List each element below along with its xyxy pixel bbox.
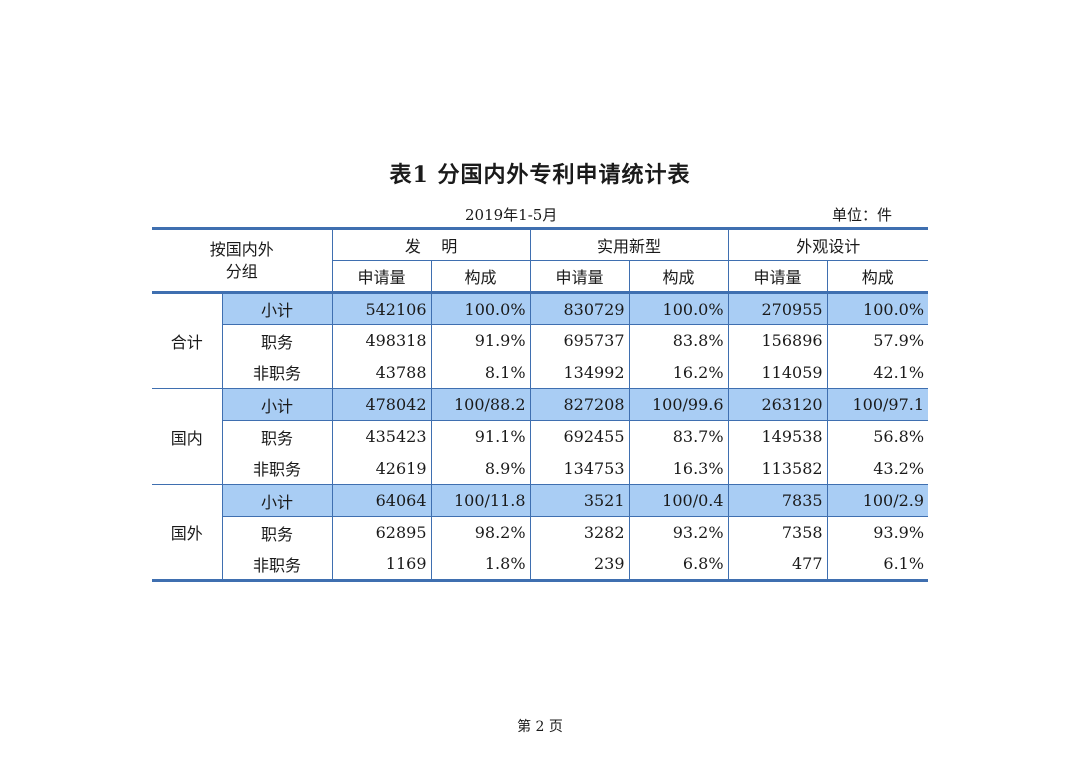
header-design: 外观设计	[727, 227, 929, 261]
share-cell: 100.0%	[430, 291, 531, 325]
category-label: 职务	[222, 324, 333, 357]
share-cell: 98.2%	[430, 516, 531, 549]
category-label: 职务	[222, 516, 333, 549]
share-cell: 8.1%	[430, 356, 531, 389]
count-cell: 134992	[529, 356, 630, 389]
share-cell: 6.8%	[628, 548, 729, 582]
category-label: 非职务	[222, 356, 333, 389]
count-cell: 1169	[331, 548, 432, 582]
count-cell: 498318	[331, 324, 432, 357]
count-cell: 692455	[529, 420, 630, 453]
share-cell: 91.1%	[430, 420, 531, 453]
share-cell: 83.7%	[628, 420, 729, 453]
header-row-2: 申请量 构成 申请量 构成 申请量 构成	[152, 260, 929, 293]
share-cell: 100/99.6	[628, 388, 729, 421]
table-row: 职务 498318 91.9% 695737 83.8% 156896 57.9%	[152, 324, 929, 357]
count-cell: 695737	[529, 324, 630, 357]
header-count: 申请量	[332, 260, 432, 293]
group-label: 合计	[152, 291, 223, 389]
share-cell: 100/0.4	[628, 484, 729, 517]
count-cell: 827208	[529, 388, 630, 421]
share-cell: 42.1%	[826, 356, 929, 389]
count-cell: 435423	[331, 420, 432, 453]
category-label: 小计	[221, 388, 333, 421]
header-invention: 发 明	[331, 227, 531, 261]
category-label: 非职务	[222, 548, 333, 582]
table-body: 按国内外 分组 发 明 实用新型 外观设计 申请量 构成 申请量 构成 申请量 …	[152, 227, 929, 582]
page-number: 第 2 页	[517, 719, 563, 735]
share-cell: 57.9%	[826, 324, 929, 357]
header-count: 申请量	[529, 260, 630, 293]
category-label: 非职务	[222, 452, 333, 485]
count-cell: 7835	[727, 484, 828, 517]
table-title: 表1 分国内外专利申请统计表	[389, 162, 691, 188]
count-cell: 830729	[529, 291, 630, 325]
date-range: 2019年1-5月	[465, 206, 558, 224]
share-cell: 100/2.9	[826, 484, 929, 517]
count-cell: 42619	[331, 452, 432, 485]
category-label: 小计	[221, 291, 333, 325]
table-row: 国外 小计 64064 100/11.8 3521 100/0.4 7835 100/2.9	[152, 484, 929, 582]
count-cell: 113582	[727, 452, 828, 485]
category-label: 职务	[222, 420, 333, 453]
share-cell: 56.8%	[826, 420, 929, 453]
table-row: 职务 62895 98.2% 3282 93.2% 7358 93.9%	[152, 516, 929, 549]
share-cell: 1.8%	[430, 548, 531, 582]
share-cell: 93.2%	[628, 516, 729, 549]
share-cell: 16.2%	[628, 356, 729, 389]
share-cell: 100/11.8	[430, 484, 531, 517]
share-cell: 6.1%	[826, 548, 929, 582]
share-cell: 8.9%	[430, 452, 531, 485]
table-row: 职务 435423 91.1% 692455 83.7% 149538 56.8%	[152, 420, 929, 453]
corner-header: 按国内外 分组	[152, 227, 333, 293]
share-cell: 100/88.2	[430, 388, 531, 421]
count-cell: 149538	[727, 420, 828, 453]
count-cell: 3521	[529, 484, 630, 517]
header-count: 申请量	[727, 260, 828, 293]
count-cell: 477	[727, 548, 828, 582]
patent-stats-table: 按国内外 分组 发 明 实用新型 外观设计 申请量 构成 申请量 构成 申请量 …	[152, 227, 929, 582]
count-cell: 114059	[727, 356, 828, 389]
count-cell: 7358	[727, 516, 828, 549]
table-row: 非职务 43788 8.1% 134992 16.2% 114059 42.1%	[152, 356, 929, 389]
header-share: 构成	[826, 260, 929, 293]
header-share: 构成	[628, 260, 729, 293]
group-label: 国外	[152, 484, 223, 582]
table-row: 国内 小计 478042 100/88.2 827208 100/99.6 263120 10…	[152, 388, 929, 485]
header-row-1: 按国内外 分组 发 明 实用新型 外观设计	[152, 227, 929, 293]
table-row: 非职务 1169 1.8% 239 6.8% 477 6.1%	[152, 548, 929, 582]
share-cell: 43.2%	[826, 452, 929, 485]
share-cell: 91.9%	[430, 324, 531, 357]
table-row: 非职务 42619 8.9% 134753 16.3% 113582 43.2%	[152, 452, 929, 485]
category-label: 小计	[221, 484, 333, 517]
count-cell: 3282	[529, 516, 630, 549]
share-cell: 83.8%	[628, 324, 729, 357]
header-utility: 实用新型	[529, 227, 729, 261]
share-cell: 100/97.1	[826, 388, 929, 421]
corner-header-line2: 分组	[225, 261, 258, 281]
count-cell: 64064	[331, 484, 432, 517]
count-cell: 263120	[727, 388, 828, 421]
share-cell: 93.9%	[826, 516, 929, 549]
group-label: 国内	[152, 388, 223, 485]
table-row: 合计 小计 542106 100.0% 830729 100.0% 270955 100.0%	[152, 291, 929, 389]
count-cell: 478042	[331, 388, 432, 421]
count-cell: 43788	[331, 356, 432, 389]
corner-header-line1: 按国内外	[209, 239, 274, 259]
count-cell: 156896	[727, 324, 828, 357]
count-cell: 134753	[529, 452, 630, 485]
unit-label: 单位：件	[832, 206, 893, 224]
count-cell: 239	[529, 548, 630, 582]
header-share: 构成	[430, 260, 531, 293]
share-cell: 100.0%	[628, 291, 729, 325]
share-cell: 100.0%	[826, 291, 929, 325]
count-cell: 270955	[727, 291, 828, 325]
count-cell: 62895	[331, 516, 432, 549]
count-cell: 542106	[331, 291, 432, 325]
share-cell: 16.3%	[628, 452, 729, 485]
